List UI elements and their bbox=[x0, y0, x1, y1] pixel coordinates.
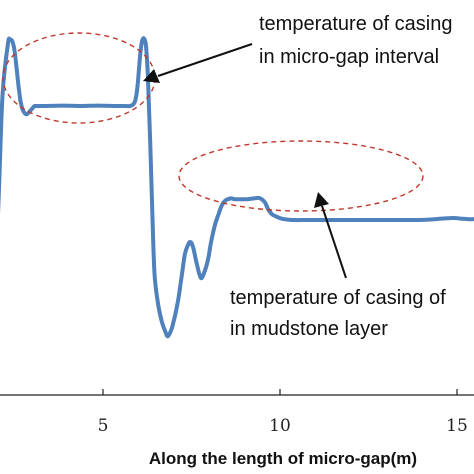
plot-area: 5 10 15 Along the length of micro-gap(m)… bbox=[0, 13, 474, 468]
annotation-micro-gap-line1: temperature of casing bbox=[259, 13, 452, 35]
annotation-arrow-mudstone bbox=[314, 192, 347, 279]
x-tick-label: 5 bbox=[98, 416, 109, 436]
annotation-arrow-micro-gap bbox=[143, 43, 253, 83]
annotation-mudstone-line2: in mudstone layer bbox=[230, 318, 388, 340]
x-tick-label: 10 bbox=[269, 416, 291, 436]
annotation-mudstone-line1: temperature of casing of bbox=[230, 287, 446, 309]
highlight-ellipse-micro-gap bbox=[2, 32, 156, 124]
annotation-micro-gap-line2: in micro-gap interval bbox=[259, 46, 439, 68]
x-axis-label: Along the length of micro-gap(m) bbox=[149, 449, 417, 468]
x-tick-label: 15 bbox=[446, 416, 468, 436]
highlight-ellipse-mudstone bbox=[178, 140, 424, 212]
